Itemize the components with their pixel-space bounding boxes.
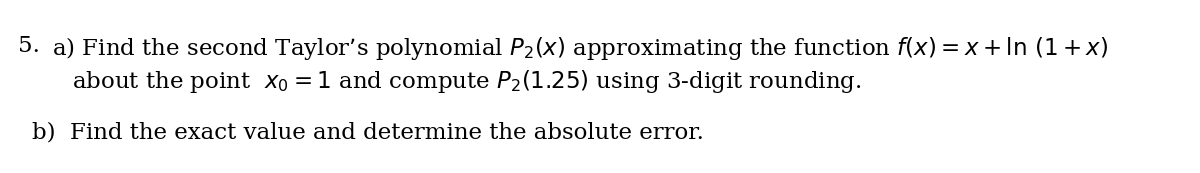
Text: 5.: 5. xyxy=(18,35,40,57)
Text: b)  Find the exact value and determine the absolute error.: b) Find the exact value and determine th… xyxy=(32,121,704,143)
Text: a) Find the second Taylor’s polynomial $P_2(x)$ approximating the function $f(x): a) Find the second Taylor’s polynomial $… xyxy=(52,35,1109,62)
Text: about the point  $x_0 = 1$ and compute $P_2(1.25)$ using 3-digit rounding.: about the point $x_0 = 1$ and compute $P… xyxy=(72,68,862,95)
